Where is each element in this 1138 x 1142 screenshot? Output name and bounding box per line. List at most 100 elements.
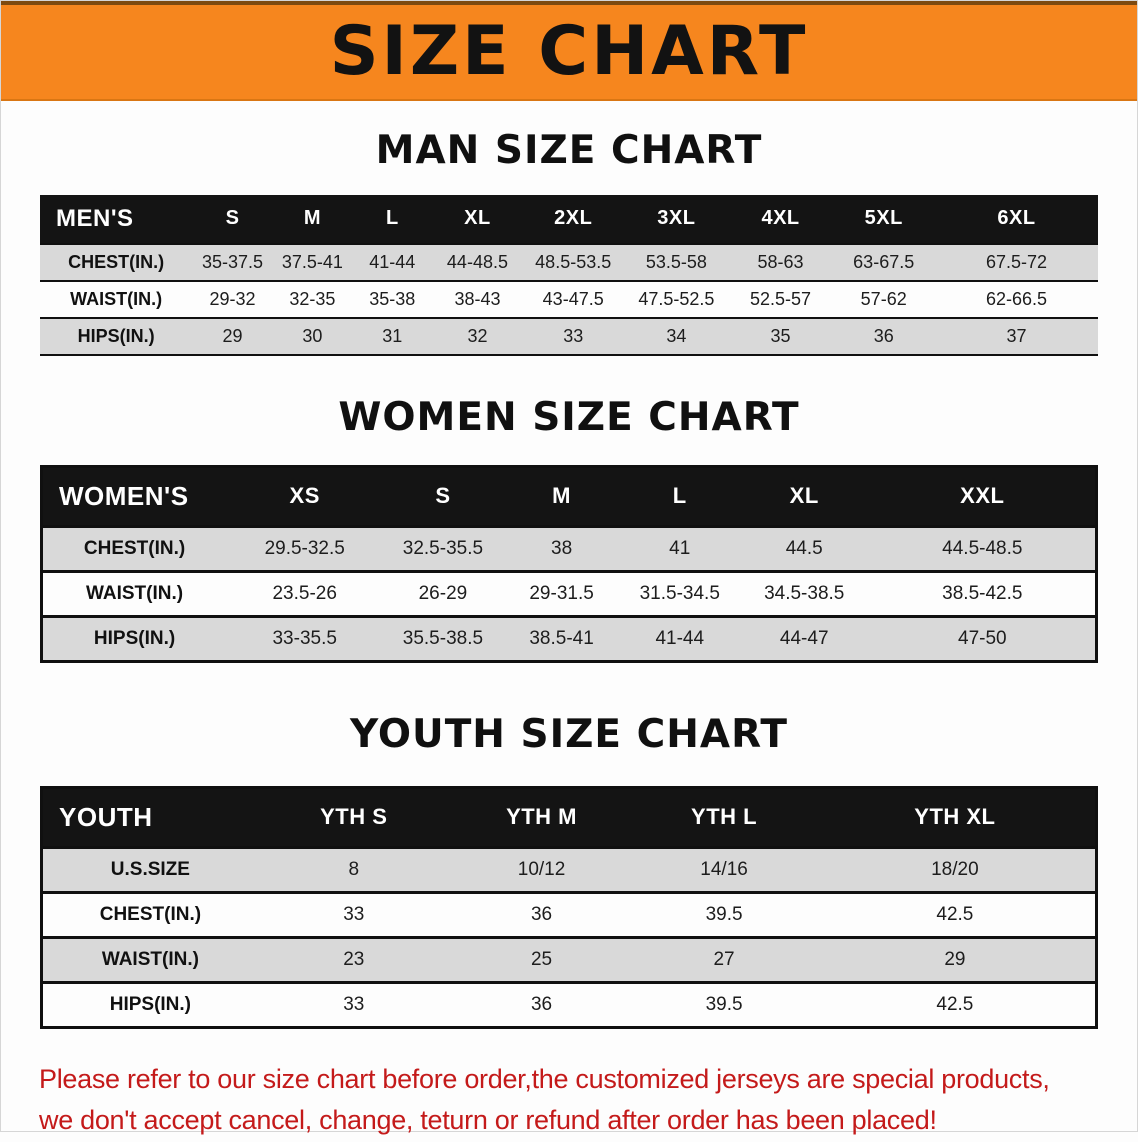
size-value: 29 (944, 948, 966, 970)
header-row: WOMEN'S XS S M L XL XXL (41, 466, 1097, 527)
table-title: MEN'S (40, 194, 193, 244)
size-column-header: L (620, 466, 739, 527)
size-column-header: M (502, 466, 621, 527)
size-value: 8 (348, 858, 360, 880)
size-column-header: M (272, 194, 353, 244)
size-value: 23 (343, 948, 365, 970)
size-value: 32.5-35.5 (402, 537, 484, 559)
size-value: 29.5-32.5 (264, 537, 345, 559)
size-value: 41-44 (369, 251, 416, 272)
size-value: 42.5 (936, 903, 974, 925)
table-row: WAIST(IN.) 23 25 27 29 (41, 937, 1097, 983)
row-label: HIPS(IN.) (109, 993, 192, 1015)
youth-section-heading: YOUTH SIZE CHART (350, 711, 788, 757)
size-value: 36 (530, 993, 553, 1015)
size-value: 14/16 (700, 858, 748, 880)
size-value: 35 (770, 325, 791, 346)
size-column-header: S (192, 194, 273, 244)
row-label: WAIST(IN.) (86, 582, 184, 604)
row-label: WAIST(IN.) (70, 288, 163, 309)
size-value: 38.5-42.5 (942, 582, 1023, 604)
table-row: CHEST(IN.) 35-37.5 37.5-41 41-44 44-48.5 48.5… (40, 243, 1098, 281)
disclaimer-note: Please refer to our size chart before or… (39, 1059, 1099, 1142)
table-title: YOUTH (41, 787, 258, 848)
size-column-header: XXL (869, 466, 1097, 527)
size-value: 18/20 (931, 858, 979, 880)
size-value: 41-44 (655, 627, 705, 649)
size-value: 53.5-58 (645, 251, 707, 272)
table-row: CHEST(IN.) 33 36 39.5 42.5 (41, 892, 1097, 938)
size-value: 58-63 (757, 251, 804, 272)
banner: SIZE CHART (1, 1, 1137, 101)
size-value: 42.5 (936, 993, 974, 1015)
size-value: 27 (713, 948, 735, 970)
table-row: HIPS(IN.) 33 36 39.5 42.5 (41, 982, 1097, 1028)
size-value: 43-47.5 (542, 288, 604, 309)
size-value: 39.5 (705, 903, 743, 925)
size-column-header: XS (226, 466, 384, 527)
size-value: 35-38 (369, 288, 416, 309)
row-label: U.S.SIZE (110, 858, 190, 880)
size-value: 34.5-38.5 (764, 582, 845, 604)
size-column-header: YTH XL (814, 787, 1097, 848)
size-column-header: YTH M (449, 787, 634, 848)
women-section: WOMEN SIZE CHART WOMEN'S XS S M L XL XXL CHEST(… (1, 394, 1137, 663)
size-column-header: S (383, 466, 503, 527)
size-value: 48.5-53.5 (535, 251, 612, 272)
men-size-table: MEN'S S M L XL 2XL 3XL 4XL 5XL 6XL CHEST(IN.) 35-37… (40, 194, 1098, 356)
size-value: 47-50 (958, 627, 1007, 649)
size-column-header: 5XL (832, 194, 936, 244)
size-value: 32 (467, 325, 488, 346)
size-value: 47.5-52.5 (638, 288, 715, 309)
size-column-header: 2XL (522, 194, 624, 244)
table-row: U.S.SIZE 8 10/12 14/16 18/20 (41, 847, 1097, 893)
row-label: CHEST(IN.) (83, 537, 186, 559)
size-value: 62-66.5 (985, 288, 1048, 309)
size-value: 31.5-34.5 (639, 582, 720, 604)
size-value: 38-43 (454, 288, 501, 309)
disclaimer-line-1: Please refer to our size chart before or… (39, 1063, 1050, 1094)
size-column-header: 3XL (623, 194, 729, 244)
table-title: WOMEN'S (41, 466, 227, 527)
row-label: HIPS(IN.) (93, 627, 176, 649)
header-row: YOUTH YTH S YTH M YTH L YTH XL (41, 787, 1097, 848)
size-value: 44.5 (785, 537, 823, 559)
table-row: WAIST(IN.) 23.5-26 26-29 29-31.5 31.5-34.5 34… (41, 571, 1097, 617)
size-value: 38.5-41 (529, 627, 594, 649)
size-value: 44-47 (779, 627, 829, 649)
youth-size-table: YOUTH YTH S YTH M YTH L YTH XL U.S.SIZE 8 10/12… (40, 785, 1098, 1029)
size-value: 30 (302, 325, 323, 346)
size-value: 34 (666, 325, 687, 346)
size-value: 10/12 (517, 858, 566, 880)
row-label: HIPS(IN.) (77, 325, 155, 346)
size-value: 37 (1006, 325, 1027, 346)
size-value: 52.5-57 (750, 288, 812, 309)
size-value: 39.5 (705, 993, 743, 1015)
size-value: 36 (530, 903, 553, 925)
size-value: 33-35.5 (272, 627, 337, 649)
size-value: 41 (669, 537, 691, 559)
row-label: CHEST(IN.) (68, 251, 165, 272)
size-value: 29-31.5 (529, 582, 594, 604)
size-value: 44-48.5 (446, 251, 508, 272)
size-value: 57-62 (860, 288, 907, 309)
size-value: 38 (551, 537, 573, 559)
disclaimer-line-2: we don't accept cancel, change, teturn o… (39, 1105, 937, 1136)
row-label: WAIST(IN.) (101, 948, 199, 970)
size-value: 32-35 (289, 288, 336, 309)
table-row: HIPS(IN.) 29 30 31 32 33 34 35 36 37 (40, 317, 1098, 355)
size-value: 33 (343, 993, 365, 1015)
size-value: 67.5-72 (985, 251, 1048, 272)
table-row: HIPS(IN.) 33-35.5 35.5-38.5 38.5-41 41-44 44-… (41, 616, 1097, 662)
youth-section: YOUTH SIZE CHART YOUTH YTH S YTH M YTH L YTH… (1, 711, 1137, 1029)
size-column-header: 4XL (728, 194, 833, 244)
size-value: 31 (382, 325, 403, 346)
women-section-heading: WOMEN SIZE CHART (338, 394, 800, 440)
row-label: CHEST(IN.) (99, 903, 202, 925)
size-value: 23.5-26 (272, 582, 337, 604)
size-value: 26-29 (418, 582, 468, 604)
size-value: 63-67.5 (853, 251, 915, 272)
size-value: 36 (873, 325, 894, 346)
men-section-heading: MAN SIZE CHART (375, 128, 763, 173)
size-value: 29-32 (209, 288, 256, 309)
